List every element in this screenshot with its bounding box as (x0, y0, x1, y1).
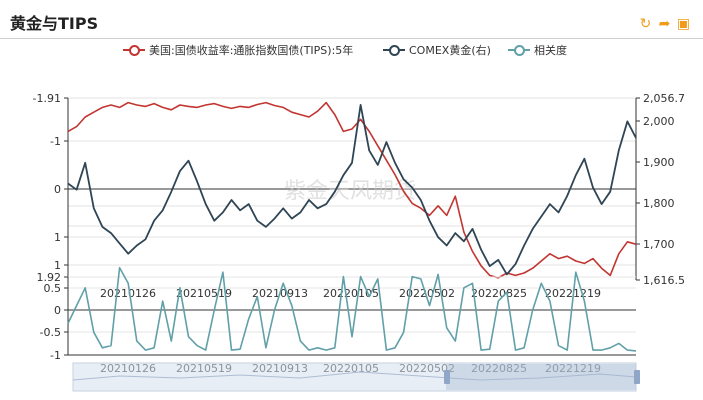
lower-tick-label-0: 1.92 (37, 271, 62, 284)
legend-label-gold: COMEX黄金(右) (409, 44, 491, 57)
share-icon[interactable]: ➦ (658, 16, 671, 32)
legend-item-corr[interactable]: 相关度 (508, 42, 567, 58)
left-tick-label-4: 1 (54, 259, 61, 272)
legend-label-tips: 美国:国债收益率:通胀指数国债(TIPS):5年 (149, 44, 354, 57)
lower-tick-label-3: -0.5 (40, 326, 61, 339)
lower-tick-label-4: -1 (50, 349, 61, 362)
series-line-corr (67, 266, 637, 352)
right-tick-label-2: 1,900 (643, 156, 675, 169)
zoom-slider-handle-right[interactable] (634, 370, 640, 384)
lower-tick-label-2: 0 (54, 304, 61, 317)
left-tick-label-0: -1.91 (33, 92, 61, 105)
x-tick-label-upper-1: 20210519 (176, 287, 232, 300)
right-tick-label-5: 1,616.5 (643, 274, 685, 287)
lower-tick-label-1: 0.5 (44, 282, 62, 295)
x-tick-label-upper-0: 20210126 (100, 287, 156, 300)
legend-label-corr: 相关度 (534, 44, 567, 57)
legend-item-gold[interactable]: COMEX黄金(右) (383, 42, 491, 58)
zoom-slider-window (446, 364, 636, 390)
legend: 美国:国债收益率:通胀指数国债(TIPS):5年 COMEX黄金(右) 相关度 (0, 42, 703, 58)
series-line-gold (67, 104, 637, 276)
legend-swatch-tips (123, 44, 145, 56)
right-tick-label-0: 2,056.7 (643, 92, 685, 105)
chart-title: 黄金与TIPS (10, 14, 99, 33)
left-tick-label-2: 0 (54, 183, 61, 196)
watermark: 紫金天风期货 (284, 179, 416, 204)
right-tick-label-4: 1,700 (643, 238, 675, 251)
right-tick-label-1: 2,000 (643, 115, 675, 128)
zoom-slider-preview-line (72, 371, 637, 381)
left-tick-label-3: 1 (54, 231, 61, 244)
left-tick-label-1: -1 (50, 135, 61, 148)
zoom-slider-handle-left[interactable] (444, 370, 450, 384)
legend-swatch-gold (383, 44, 405, 56)
x-tick-label-upper-5: 20220825 (471, 287, 527, 300)
save-image-icon[interactable]: ▣ (676, 16, 691, 32)
right-tick-label-3: 1,800 (643, 197, 675, 210)
zoom-slider-track (72, 362, 637, 392)
series-line-tips (67, 101, 637, 279)
legend-swatch-corr (508, 44, 530, 56)
x-tick-label-upper-3: 20220105 (323, 287, 379, 300)
refresh-icon[interactable]: ↻ (639, 16, 652, 32)
chart-header: 黄金与TIPS ↻ ➦ ▣ (0, 0, 703, 40)
legend-item-tips[interactable]: 美国:国债收益率:通胀指数国债(TIPS):5年 (123, 42, 353, 58)
chart-toolbar: ↻ ➦ ▣ (638, 17, 691, 32)
title-divider (0, 38, 703, 39)
